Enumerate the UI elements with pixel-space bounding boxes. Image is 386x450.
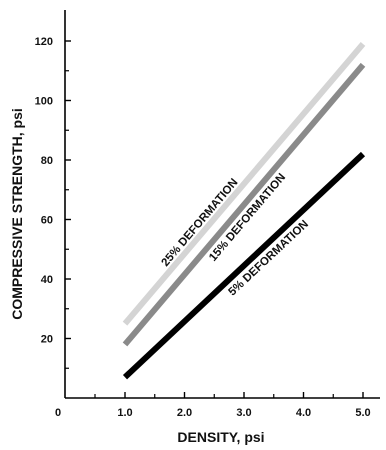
x-tick-label: 0: [55, 407, 61, 419]
y-tick-label: 80: [41, 155, 53, 167]
series-lines: [122, 42, 366, 380]
series-line: [122, 62, 366, 347]
x-tick-label: 1.0: [117, 407, 132, 419]
x-tick-label: 4.0: [296, 407, 311, 419]
y-axis-title: COMPRESSIVE STRENGTH, psi: [9, 108, 25, 320]
x-ticks: 0 1.0 2.0 3.0 4.0 5.0: [55, 392, 371, 419]
y-tick-label: 60: [41, 215, 53, 227]
y-tick-label: 40: [41, 274, 53, 286]
series-line: [122, 151, 366, 380]
y-tick-label: 100: [35, 96, 53, 108]
series-line: [122, 42, 366, 326]
x-axis-title: DENSITY, psi: [177, 429, 264, 445]
x-tick-label: 5.0: [355, 407, 370, 419]
y-ticks: 20 40 60 80 100 120: [35, 36, 71, 369]
x-tick-label: 3.0: [236, 407, 251, 419]
x-tick-label: 2.0: [177, 407, 192, 419]
y-tick-label: 20: [41, 334, 53, 346]
y-tick-label: 120: [35, 36, 53, 48]
